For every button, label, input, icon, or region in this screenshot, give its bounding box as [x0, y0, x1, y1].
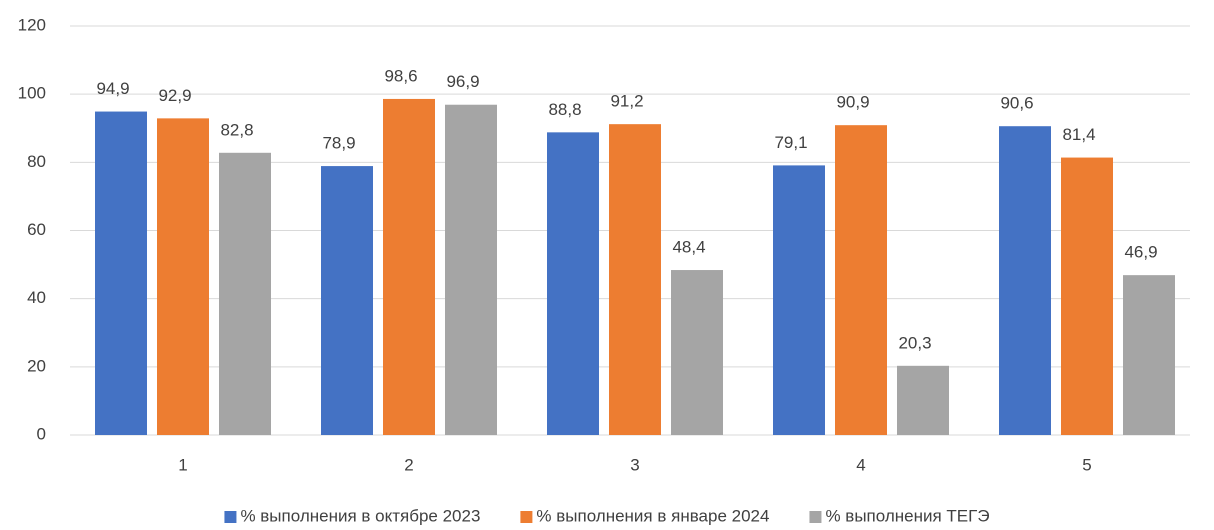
y-tick-label: 120: [18, 15, 46, 34]
value-label: 96,9: [446, 72, 479, 91]
bar: [773, 165, 825, 436]
value-label: 90,6: [1000, 94, 1033, 113]
bar: [383, 98, 435, 436]
bar: [445, 104, 497, 436]
bar: [835, 125, 887, 436]
value-label: 92,9: [158, 86, 191, 105]
bar: [1061, 157, 1113, 436]
y-tick-label: 60: [27, 220, 46, 239]
y-tick-label: 100: [18, 84, 46, 103]
value-label: 90,9: [836, 93, 869, 112]
legend-label: % выполнения в октябре 2023: [240, 506, 480, 525]
value-label: 94,9: [96, 79, 129, 98]
bar: [547, 132, 599, 435]
bar: [671, 270, 723, 435]
value-label: 48,4: [672, 238, 705, 257]
legend-swatch: [809, 511, 822, 523]
value-label: 20,3: [898, 333, 931, 352]
x-tick-label: 4: [856, 455, 865, 474]
y-tick-label: 20: [27, 356, 46, 375]
x-tick-label: 3: [630, 455, 639, 474]
value-label: 79,1: [774, 133, 807, 152]
value-label: 88,8: [548, 100, 581, 119]
x-tick-label: 1: [178, 455, 187, 474]
bar: [219, 152, 271, 436]
x-tick-label: 5: [1082, 455, 1091, 474]
bar: [1123, 275, 1175, 435]
value-label: 98,6: [384, 66, 417, 85]
value-label: 46,9: [1124, 243, 1157, 262]
bar: [999, 126, 1051, 435]
value-label: 78,9: [322, 134, 355, 153]
y-tick-label: 0: [37, 424, 46, 443]
y-tick-label: 80: [27, 152, 46, 171]
legend-label: % выполнения ТЕГЭ: [825, 506, 989, 525]
legend-swatch: [224, 511, 237, 523]
bar: [95, 111, 147, 435]
bar: [897, 365, 949, 435]
value-label: 82,8: [220, 120, 253, 139]
value-label: 91,2: [610, 92, 643, 111]
y-tick-label: 40: [27, 288, 46, 307]
value-label: 81,4: [1062, 125, 1095, 144]
legend-label: % выполнения в январе 2024: [536, 506, 769, 525]
bar: [157, 118, 209, 435]
x-tick-label: 2: [404, 455, 413, 474]
legend-swatch: [520, 511, 533, 523]
bar: [609, 124, 661, 435]
bar: [321, 166, 373, 435]
